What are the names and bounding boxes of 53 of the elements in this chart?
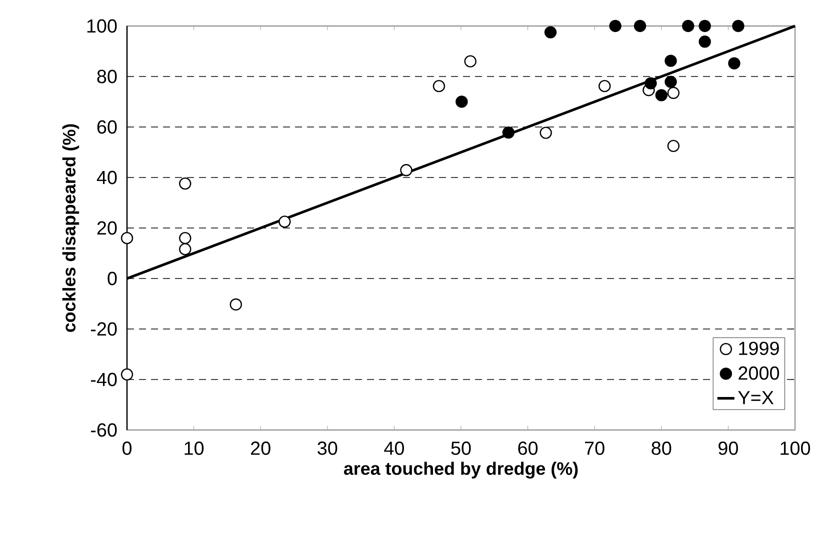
point [682,20,694,32]
y-tick-label: 100 [87,19,117,33]
x-tick-label: 20 [251,442,270,455]
point [540,126,552,139]
point [698,36,711,48]
point [644,77,657,90]
point [120,368,134,381]
point [456,96,468,108]
point [698,20,711,32]
y-tick-label: 40 [96,170,117,184]
y-tick-label: -60 [90,423,117,437]
x-tick-label: 10 [184,442,204,455]
point [120,232,134,244]
y-tick-label: 80 [97,70,117,84]
x-tick-label: 90 [718,442,738,455]
x-tick-label: 100 [780,442,810,455]
y-tick-label: 0 [108,272,117,286]
point [609,20,622,32]
x-tick-label: 30 [318,442,338,455]
y-tick-label: 20 [97,221,117,235]
point [464,55,476,68]
x-tick-label: 0 [122,442,132,455]
point [634,20,646,32]
x-tick-label: 80 [652,442,672,455]
point [502,126,515,139]
x-tick-label: 60 [518,442,538,455]
point [667,140,680,152]
point [732,20,744,32]
y-tick-label: -40 [90,372,117,386]
point [655,89,668,102]
x-tick-label: 50 [451,442,471,455]
point [400,164,412,176]
point [278,216,291,228]
point [179,243,192,256]
legend-label: 1999 [739,342,779,356]
point [179,177,192,190]
point [432,80,446,92]
legend-label: Y=X [738,391,774,404]
point [664,54,677,67]
point [728,57,740,70]
y-tick-label: -20 [90,322,117,336]
x-tick-label: 40 [384,442,404,455]
point [667,86,680,99]
point [598,80,611,92]
y-axis-title: cockles disappeared (%) [62,124,80,332]
x-tick-label: 70 [585,442,604,455]
y-tick-label: 60 [97,120,117,134]
point [179,232,192,244]
point [544,26,557,38]
point [230,298,242,311]
point [664,76,677,88]
legend-label: 2000 [738,366,780,380]
x-axis-title: area touched by dredge (%) [344,462,578,479]
